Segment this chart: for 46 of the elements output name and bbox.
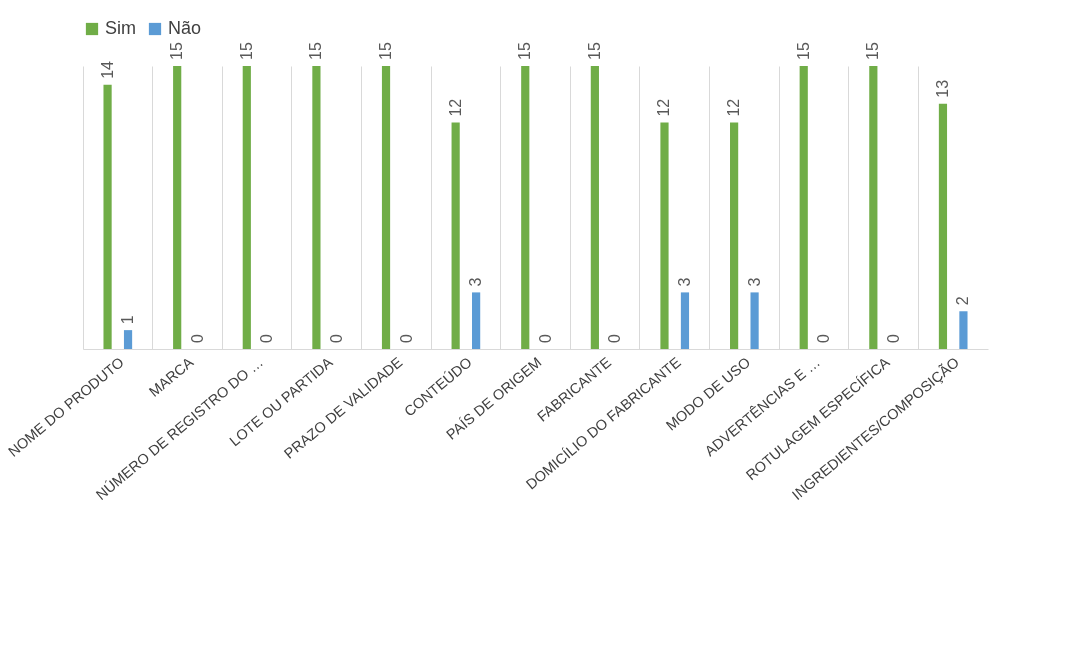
data-label: 15 <box>168 42 186 60</box>
data-label: 0 <box>327 334 345 343</box>
data-label: 3 <box>467 277 485 287</box>
bar <box>123 330 133 349</box>
bar <box>869 66 878 349</box>
data-label: 0 <box>258 334 276 343</box>
bar <box>381 66 391 349</box>
bar <box>451 122 460 349</box>
data-label: 15 <box>585 42 603 60</box>
data-label: 13 <box>933 79 951 98</box>
legend-label: Sim <box>105 18 136 38</box>
bar <box>173 66 182 349</box>
data-label: 3 <box>745 277 763 287</box>
data-label: 3 <box>675 277 693 287</box>
data-label: 15 <box>794 42 812 60</box>
bar <box>799 66 808 349</box>
data-label: 15 <box>237 42 255 60</box>
data-label: 15 <box>377 42 395 60</box>
bar <box>103 84 112 349</box>
data-label: 0 <box>536 334 554 343</box>
bar <box>730 122 739 349</box>
data-label: 12 <box>446 98 464 117</box>
data-label: 0 <box>606 334 624 343</box>
data-label: 0 <box>397 334 415 343</box>
data-label: 0 <box>188 334 206 343</box>
data-label: 0 <box>884 334 902 343</box>
data-label: 12 <box>725 98 743 117</box>
data-label: 15 <box>864 42 882 60</box>
data-label: 15 <box>516 42 534 60</box>
data-label: 12 <box>655 98 673 117</box>
legend-label: Não <box>168 18 202 38</box>
data-label: 0 <box>815 334 833 343</box>
bar <box>660 122 669 349</box>
bar <box>959 311 968 349</box>
data-label: 2 <box>954 296 972 306</box>
bar <box>750 292 759 349</box>
bar <box>472 292 481 349</box>
bar <box>680 292 690 349</box>
data-label: 1 <box>119 315 137 325</box>
bar <box>590 66 599 349</box>
data-label: 14 <box>98 60 116 79</box>
bar <box>521 66 530 349</box>
bar <box>242 66 251 349</box>
data-label: 15 <box>307 42 325 60</box>
bar <box>312 66 321 349</box>
bar <box>938 103 948 349</box>
